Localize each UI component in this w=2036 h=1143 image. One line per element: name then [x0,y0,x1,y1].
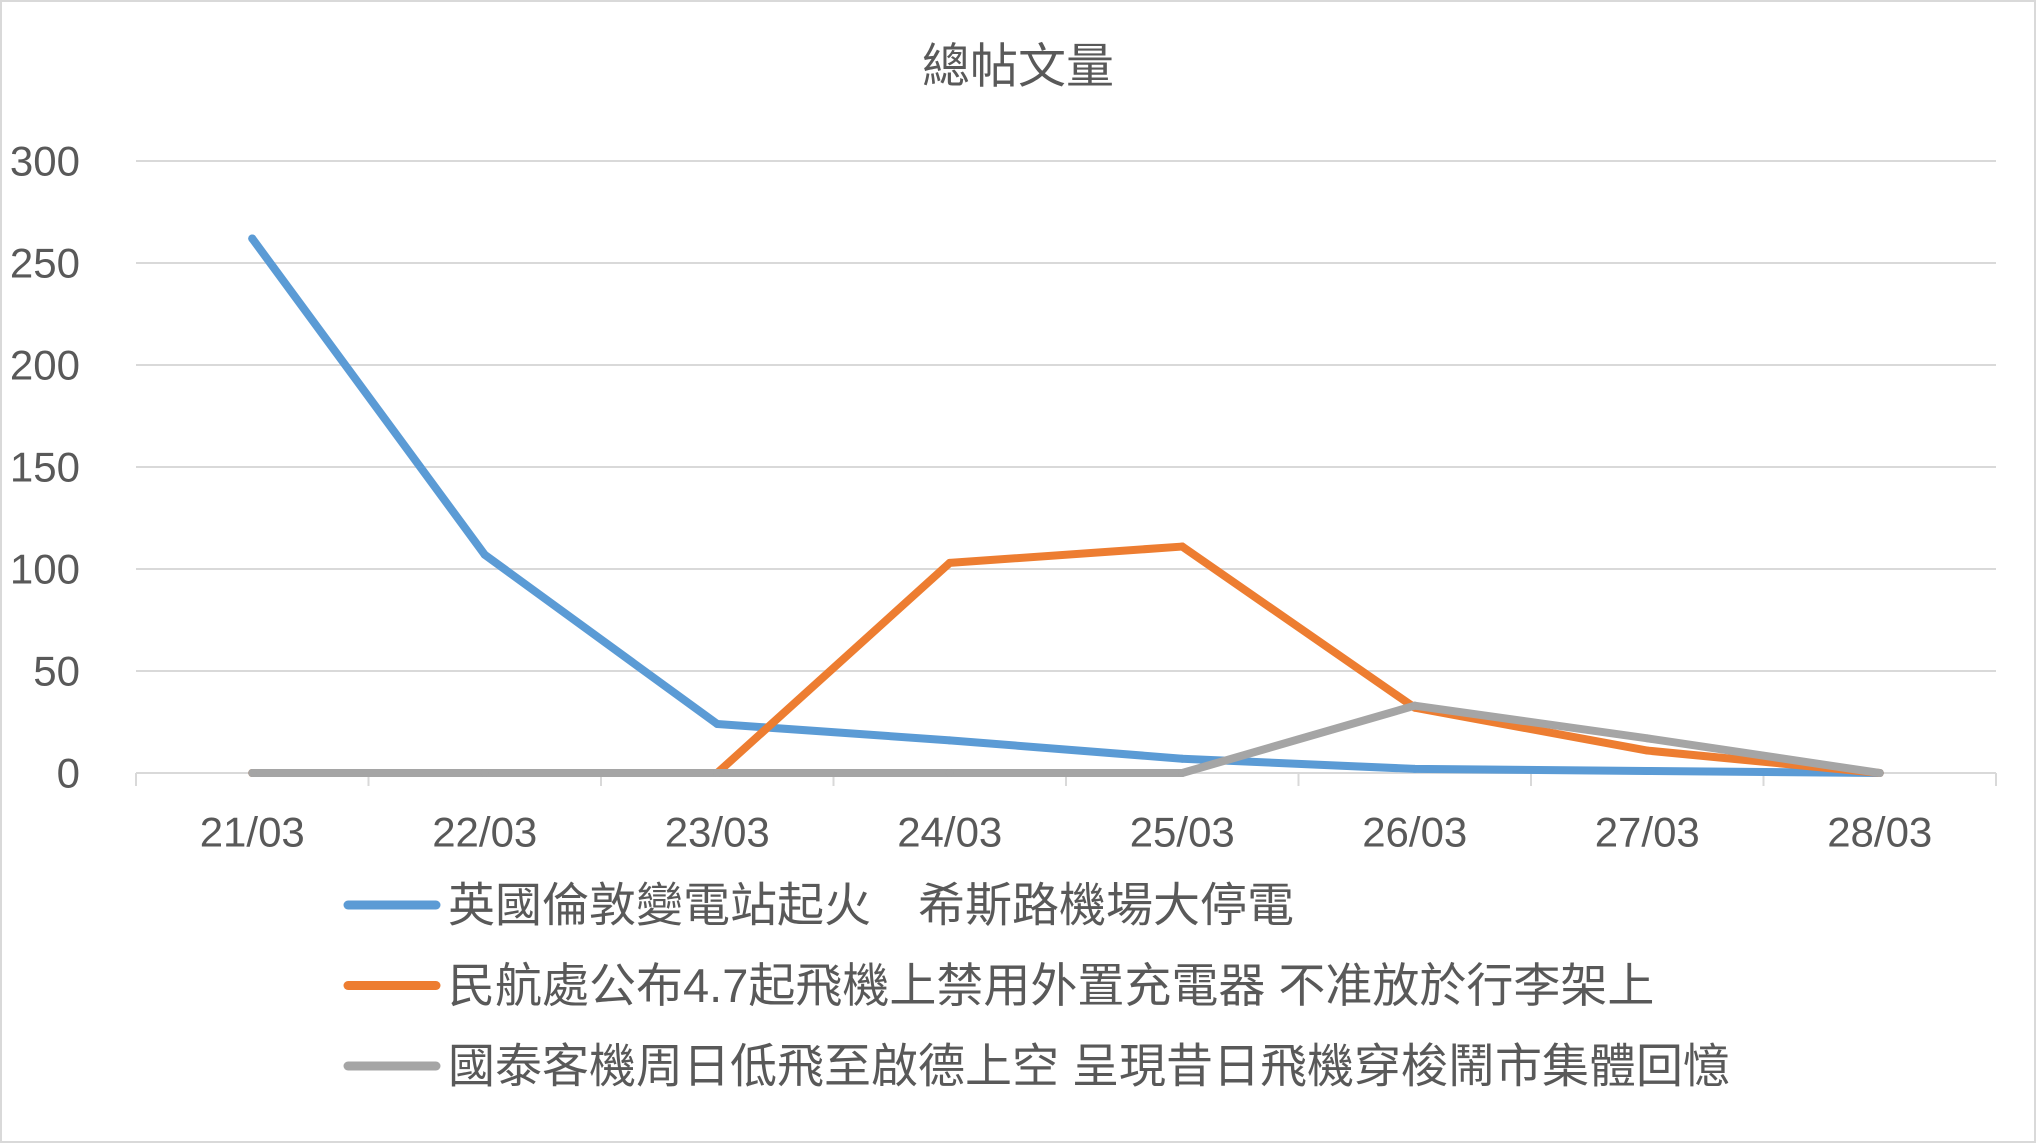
series-1-point-21-03 [248,234,257,243]
series-2-point-27-03 [1643,746,1652,755]
x-tick-label-27-03: 27/03 [1595,809,1700,856]
legend-label-3: 國泰客機周日低飛至啟德上空 呈現昔日飛機穿梭鬧市集體回憶 [448,1040,1730,1093]
series-3-point-24-03 [945,769,954,777]
series-3-point-27-03 [1643,734,1652,743]
legend-item-3: 國泰客機周日低飛至啟德上空 呈現昔日飛機穿梭鬧市集體回憶 [343,1040,1730,1093]
x-tick-label-26-03: 26/03 [1362,809,1467,856]
series-3-point-28-03 [1875,769,1884,777]
x-tick-label-21-03: 21/03 [200,809,305,856]
y-tick-label-0: 0 [57,750,80,797]
series-2-point-25-03 [1178,542,1187,551]
series-line-3 [248,701,1884,777]
plot-series [248,234,1884,777]
series-3-point-25-03 [1178,769,1187,777]
series-2-point-24-03 [945,558,954,567]
series-3 [248,701,1884,777]
y-tick-label-100: 100 [10,546,80,593]
series-3-point-26-03 [1410,701,1419,710]
y-tick-label-300: 300 [10,138,80,185]
x-tick-label-22-03: 22/03 [432,809,537,856]
legend-item-2: 民航處公布4.7起飛機上禁用外置充電器 不准放於行李架上 [343,959,1654,1012]
legend-label-1: 英國倫敦變電站起火 希斯路機場大停電 [448,879,1294,932]
legend-item-1: 英國倫敦變電站起火 希斯路機場大停電 [343,879,1294,932]
series-1-point-24-03 [945,736,954,745]
legend-label-2: 民航處公布4.7起飛機上禁用外置充電器 不准放於行李架上 [448,959,1654,1012]
x-tick-label-28-03: 28/03 [1827,809,1932,856]
series-1-point-26-03 [1410,764,1419,773]
y-tick-label-150: 150 [10,444,80,491]
y-tick-label-200: 200 [10,342,80,389]
series-1-point-25-03 [1178,754,1187,763]
series-1-point-23-03 [713,720,722,729]
series-1-point-27-03 [1643,766,1652,775]
chart-title: 總帖文量 [922,41,1114,94]
series-3-point-21-03 [248,769,257,777]
y-tick-label-250: 250 [10,240,80,287]
gridlines [136,160,1996,672]
x-tick-label-25-03: 25/03 [1130,809,1235,856]
series-3-point-22-03 [480,769,489,777]
series-1-point-22-03 [480,550,489,559]
y-axis: 0 50 100 150 200 250 300 [10,138,80,797]
x-tick-label-24-03: 24/03 [897,809,1002,856]
series-line-1 [248,234,1884,777]
x-tick-label-23-03: 23/03 [665,809,770,856]
series-3-point-23-03 [713,769,722,777]
y-tick-label-50: 50 [33,648,80,695]
